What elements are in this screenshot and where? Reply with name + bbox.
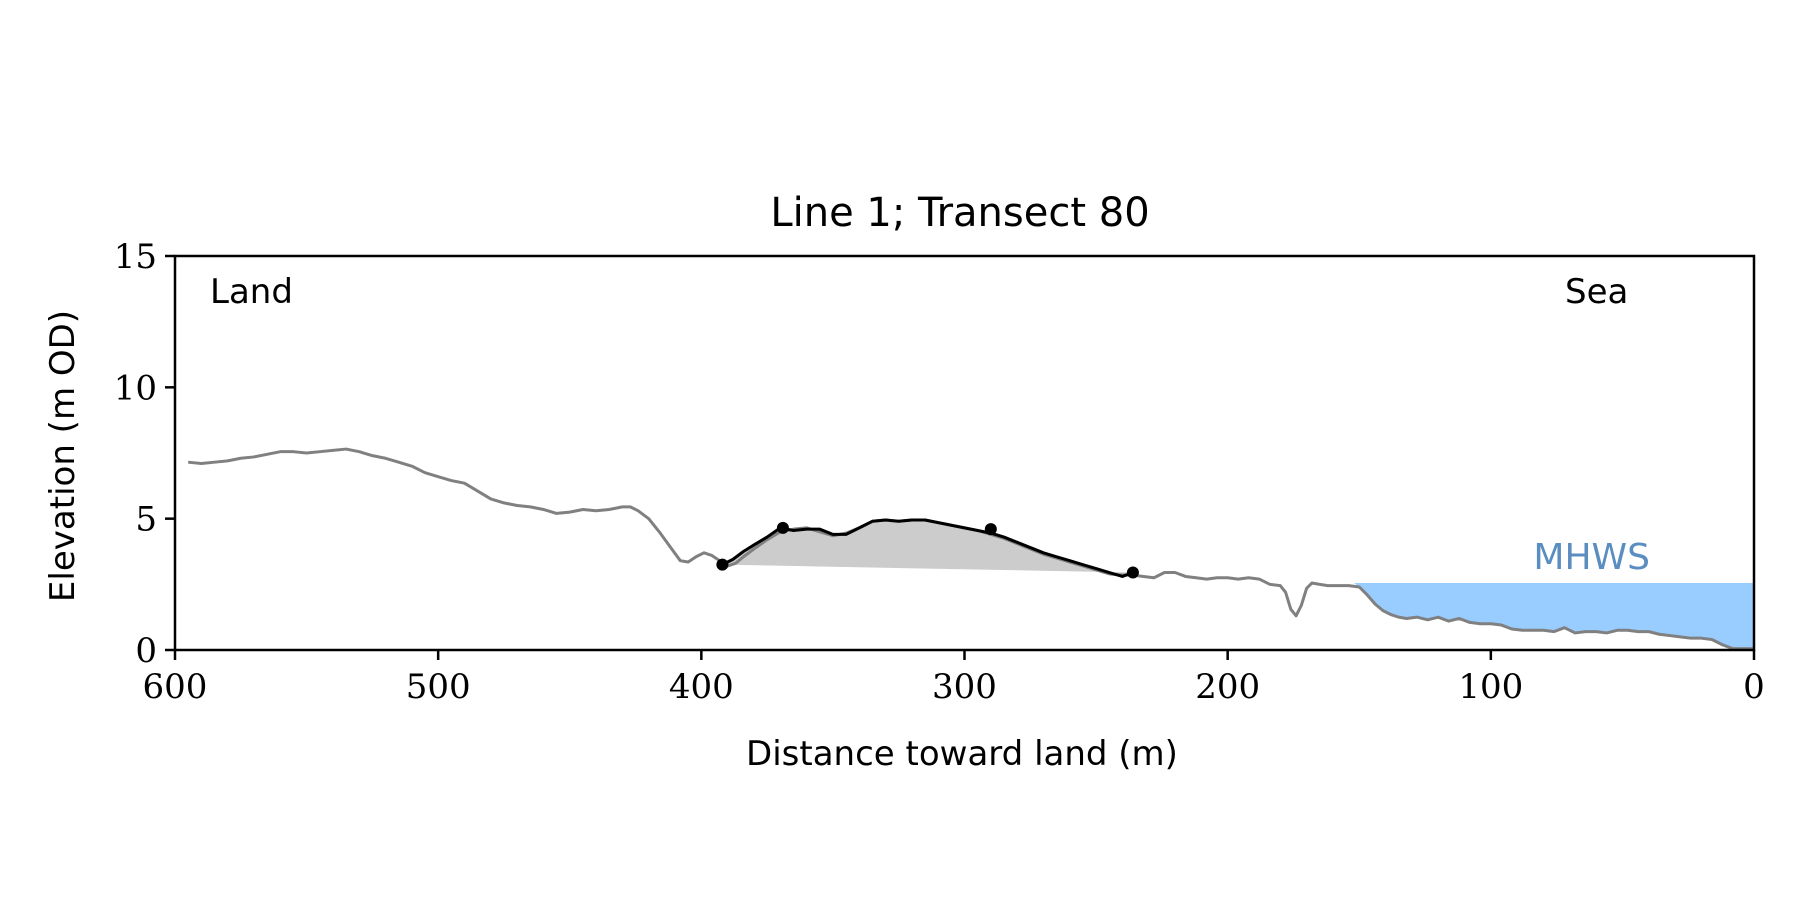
x-axis-label: Distance toward land (m) [746, 734, 1178, 774]
dune-point-1 [716, 558, 729, 571]
sea-label: Sea [1565, 272, 1628, 312]
y-tick-label-15: 15 [114, 237, 157, 277]
y-axis-label: Elevation (m OD) [43, 310, 83, 602]
dune-point-2 [776, 521, 789, 534]
y-tick-label-0: 0 [135, 631, 157, 671]
land-label: Land [210, 272, 293, 312]
mhws-label: MHWS [1533, 537, 1650, 578]
x-tick-label-400: 400 [669, 667, 734, 707]
x-tick-label-200: 200 [1195, 667, 1260, 707]
y-tick-label-10: 10 [114, 368, 157, 408]
x-tick-label-0: 0 [1743, 667, 1765, 707]
dune-point-4 [1126, 566, 1139, 579]
x-tick-label-300: 300 [932, 667, 997, 707]
y-tick-label-5: 5 [135, 500, 157, 540]
x-tick-label-600: 600 [143, 667, 208, 707]
x-tick-label-500: 500 [406, 667, 471, 707]
dune-point-3 [984, 523, 997, 536]
x-tick-label-100: 100 [1458, 667, 1523, 707]
chart-title: Line 1; Transect 80 [770, 190, 1149, 236]
